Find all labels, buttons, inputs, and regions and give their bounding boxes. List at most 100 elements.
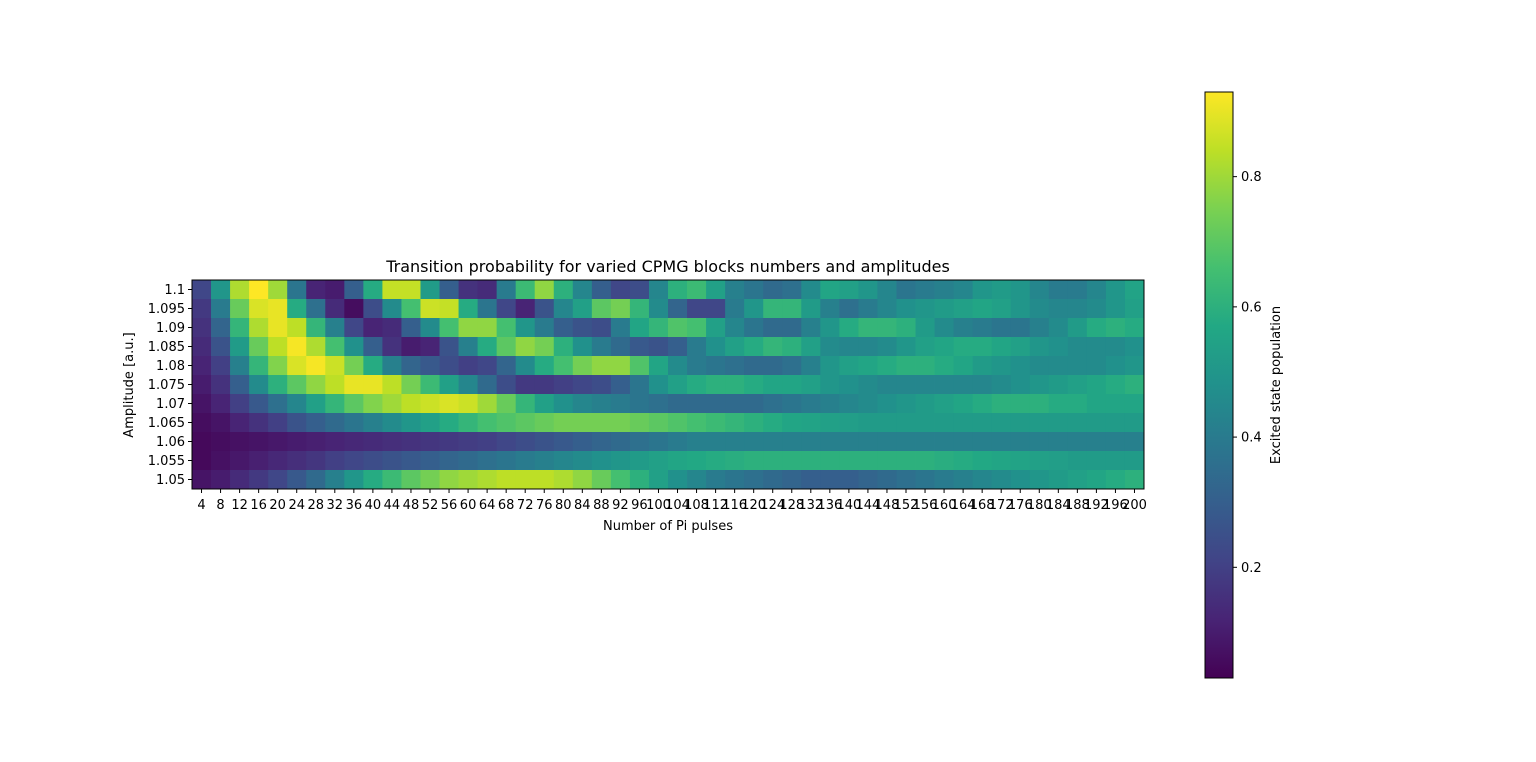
heatmap-cell (591, 280, 612, 300)
heatmap-cell (820, 375, 840, 395)
heatmap-cell (858, 299, 878, 319)
heatmap-cell (268, 299, 288, 319)
heatmap-cell (744, 375, 764, 395)
heatmap-cell (934, 356, 954, 376)
heatmap-cell (534, 318, 555, 338)
heatmap-cell (706, 280, 726, 300)
heatmap-cell (591, 451, 612, 471)
heatmap-cell (687, 413, 707, 433)
heatmap-cell (668, 451, 688, 471)
heatmap-cell (706, 318, 726, 338)
heatmap-cell (706, 394, 726, 414)
heatmap-cell (629, 432, 650, 452)
heatmap-cell (268, 280, 288, 300)
heatmap-cell (515, 299, 536, 319)
heatmap-cell (515, 337, 536, 357)
heatmap-cell (725, 451, 745, 471)
heatmap-cell (477, 299, 498, 319)
heatmap-cell (572, 337, 593, 357)
heatmap-cell (344, 375, 364, 395)
heatmap-cell (230, 451, 250, 471)
heatmap-cell (249, 375, 269, 395)
heatmap-cell (687, 394, 707, 414)
heatmap-cell (668, 470, 688, 490)
heatmap-cell (934, 451, 954, 471)
heatmap-cell (763, 451, 783, 471)
heatmap-cell (1010, 451, 1031, 471)
heatmap-cell (1124, 356, 1145, 376)
heatmap-cell (363, 299, 383, 319)
heatmap-cell (192, 299, 212, 319)
heatmap-cell (839, 280, 859, 300)
heatmap-cell (629, 337, 650, 357)
heatmap-cell (896, 280, 916, 300)
heatmap-cell (725, 470, 745, 490)
heatmap-cell (877, 413, 897, 433)
heatmap-cell (915, 394, 935, 414)
heatmap-cell (820, 451, 840, 471)
heatmap-cell (477, 280, 498, 300)
heatmap-cell (820, 337, 840, 357)
heatmap-cell (858, 394, 878, 414)
heatmap-cell (1048, 394, 1069, 414)
heatmap-cell (420, 413, 440, 433)
heatmap-cell (801, 432, 821, 452)
heatmap-cell (325, 337, 345, 357)
heatmap-cell (477, 318, 498, 338)
heatmap-cell (668, 375, 688, 395)
heatmap-cell (915, 432, 935, 452)
heatmap-cell (1010, 280, 1031, 300)
heatmap-cell (325, 394, 345, 414)
heatmap-cell (706, 299, 726, 319)
heatmap-cell (1048, 318, 1069, 338)
heatmap-cell (610, 432, 631, 452)
heatmap-cell (648, 375, 669, 395)
heatmap-cell (896, 356, 916, 376)
heatmap-cell (363, 375, 383, 395)
heatmap-cell (515, 280, 536, 300)
heatmap-cell (1048, 470, 1069, 490)
heatmap-cell (192, 375, 212, 395)
y-axis-ticks: 1.1 1.095 1.09 1.085 1.08 1.075 1.07 1.065 1.06 1… (148, 283, 192, 488)
heatmap-cell (820, 432, 840, 452)
chart-title: Transition probability for varied CPMG b… (385, 257, 950, 276)
heatmap-cell (991, 337, 1012, 357)
heatmap-cell (534, 451, 555, 471)
heatmap-cell (249, 337, 269, 357)
heatmap-cell (1029, 318, 1050, 338)
heatmap-cell (1124, 470, 1145, 490)
heatmap-cell (896, 375, 916, 395)
heatmap-cell (496, 413, 517, 433)
heatmap-cell (610, 394, 631, 414)
heatmap-cell (915, 299, 935, 319)
heatmap-cell (1048, 375, 1069, 395)
y-tick-label: 1.055 (148, 454, 185, 469)
heatmap-cell (515, 318, 536, 338)
heatmap-cell (420, 451, 440, 471)
heatmap-cell (687, 432, 707, 452)
heatmap-cell (325, 299, 345, 319)
heatmap-cell (610, 375, 631, 395)
heatmap-cell (953, 394, 974, 414)
heatmap-cell (420, 375, 440, 395)
heatmap-cell (648, 299, 669, 319)
heatmap-cell (629, 375, 650, 395)
heatmap-cell (249, 318, 269, 338)
heatmap-cell (1067, 432, 1088, 452)
x-tick-label: 16 (250, 498, 267, 513)
y-tick-label: 1.075 (148, 378, 185, 393)
x-tick-label: 156 (913, 498, 938, 513)
heatmap-cell (801, 394, 821, 414)
heatmap-cell (744, 413, 764, 433)
heatmap-cell (896, 318, 916, 338)
heatmap-cell (877, 375, 897, 395)
heatmap-cell (972, 280, 993, 300)
heatmap-cell (648, 413, 669, 433)
heatmap-cell (572, 451, 593, 471)
heatmap-cell (668, 413, 688, 433)
heatmap-cell (287, 356, 307, 376)
heatmap-cell (725, 394, 745, 414)
heatmap-cell (953, 375, 974, 395)
heatmap-cell (382, 299, 402, 319)
heatmap-cell (1029, 413, 1050, 433)
